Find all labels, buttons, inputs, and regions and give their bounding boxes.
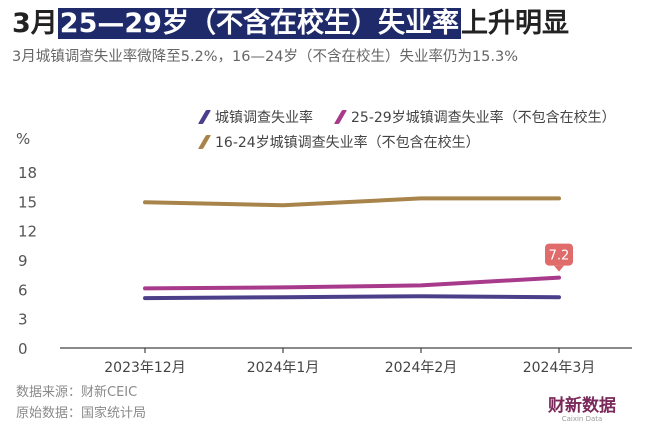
series-line-2 bbox=[143, 196, 561, 208]
x-tick-label: 2023年12月 bbox=[104, 360, 185, 376]
title-prefix: 3月 bbox=[12, 8, 58, 39]
series-line-1 bbox=[143, 275, 561, 291]
annotation-bubble bbox=[545, 243, 573, 266]
legend-label-16-24: 16-24岁城镇调查失业率（不包含在校生） bbox=[215, 135, 480, 151]
y-tick-label: 12 bbox=[18, 223, 37, 241]
y-tick-label: 18 bbox=[18, 164, 37, 182]
y-tick-label: 15 bbox=[18, 193, 37, 211]
footer-original-source: 原始数据：国家统计局 bbox=[16, 406, 147, 421]
y-tick-label: 6 bbox=[18, 281, 28, 299]
x-tick-label: 2024年2月 bbox=[385, 360, 458, 376]
annotation-label: 7.2 bbox=[549, 249, 570, 264]
legend-item-25-29: 25-29岁城镇调查失业率（不包含在校生） bbox=[333, 109, 616, 127]
y-tick-label: 9 bbox=[18, 252, 28, 270]
legend-label-urban: 城镇调查失业率 bbox=[215, 110, 313, 126]
x-tick-label: 2024年3月 bbox=[523, 360, 596, 376]
brand-name: 财新数据 bbox=[548, 396, 616, 416]
title-highlight: 25—29岁（不含在校生）失业率 bbox=[57, 8, 461, 39]
y-tick-label: 3 bbox=[18, 311, 28, 329]
legend-item-urban: 城镇调查失业率 bbox=[197, 109, 313, 127]
x-tick-label: 2024年1月 bbox=[247, 360, 320, 376]
brand-name-en: Caixin Data bbox=[561, 415, 603, 423]
legend-item-16-24: 16-24岁城镇调查失业率（不包含在校生） bbox=[197, 134, 480, 152]
legend-label-25-29: 25-29岁城镇调查失业率（不包含在校生） bbox=[351, 110, 616, 126]
series-line-0 bbox=[143, 294, 561, 301]
page-title: 3月25—29岁（不含在校生）失业率上升明显 bbox=[12, 4, 569, 44]
page-subtitle: 3月城镇调查失业率微降至5.2%，16—24岁（不含在校生）失业率仍为15.3% bbox=[12, 49, 519, 65]
brand-logo: 财新数据 Caixin Data bbox=[548, 397, 616, 424]
title-suffix: 上升明显 bbox=[460, 8, 569, 39]
y-axis-unit: % bbox=[16, 130, 31, 148]
annotation-pointer bbox=[554, 265, 564, 272]
y-tick-label: 0 bbox=[18, 340, 28, 358]
footer-source: 数据来源：财新CEIC bbox=[16, 385, 138, 400]
